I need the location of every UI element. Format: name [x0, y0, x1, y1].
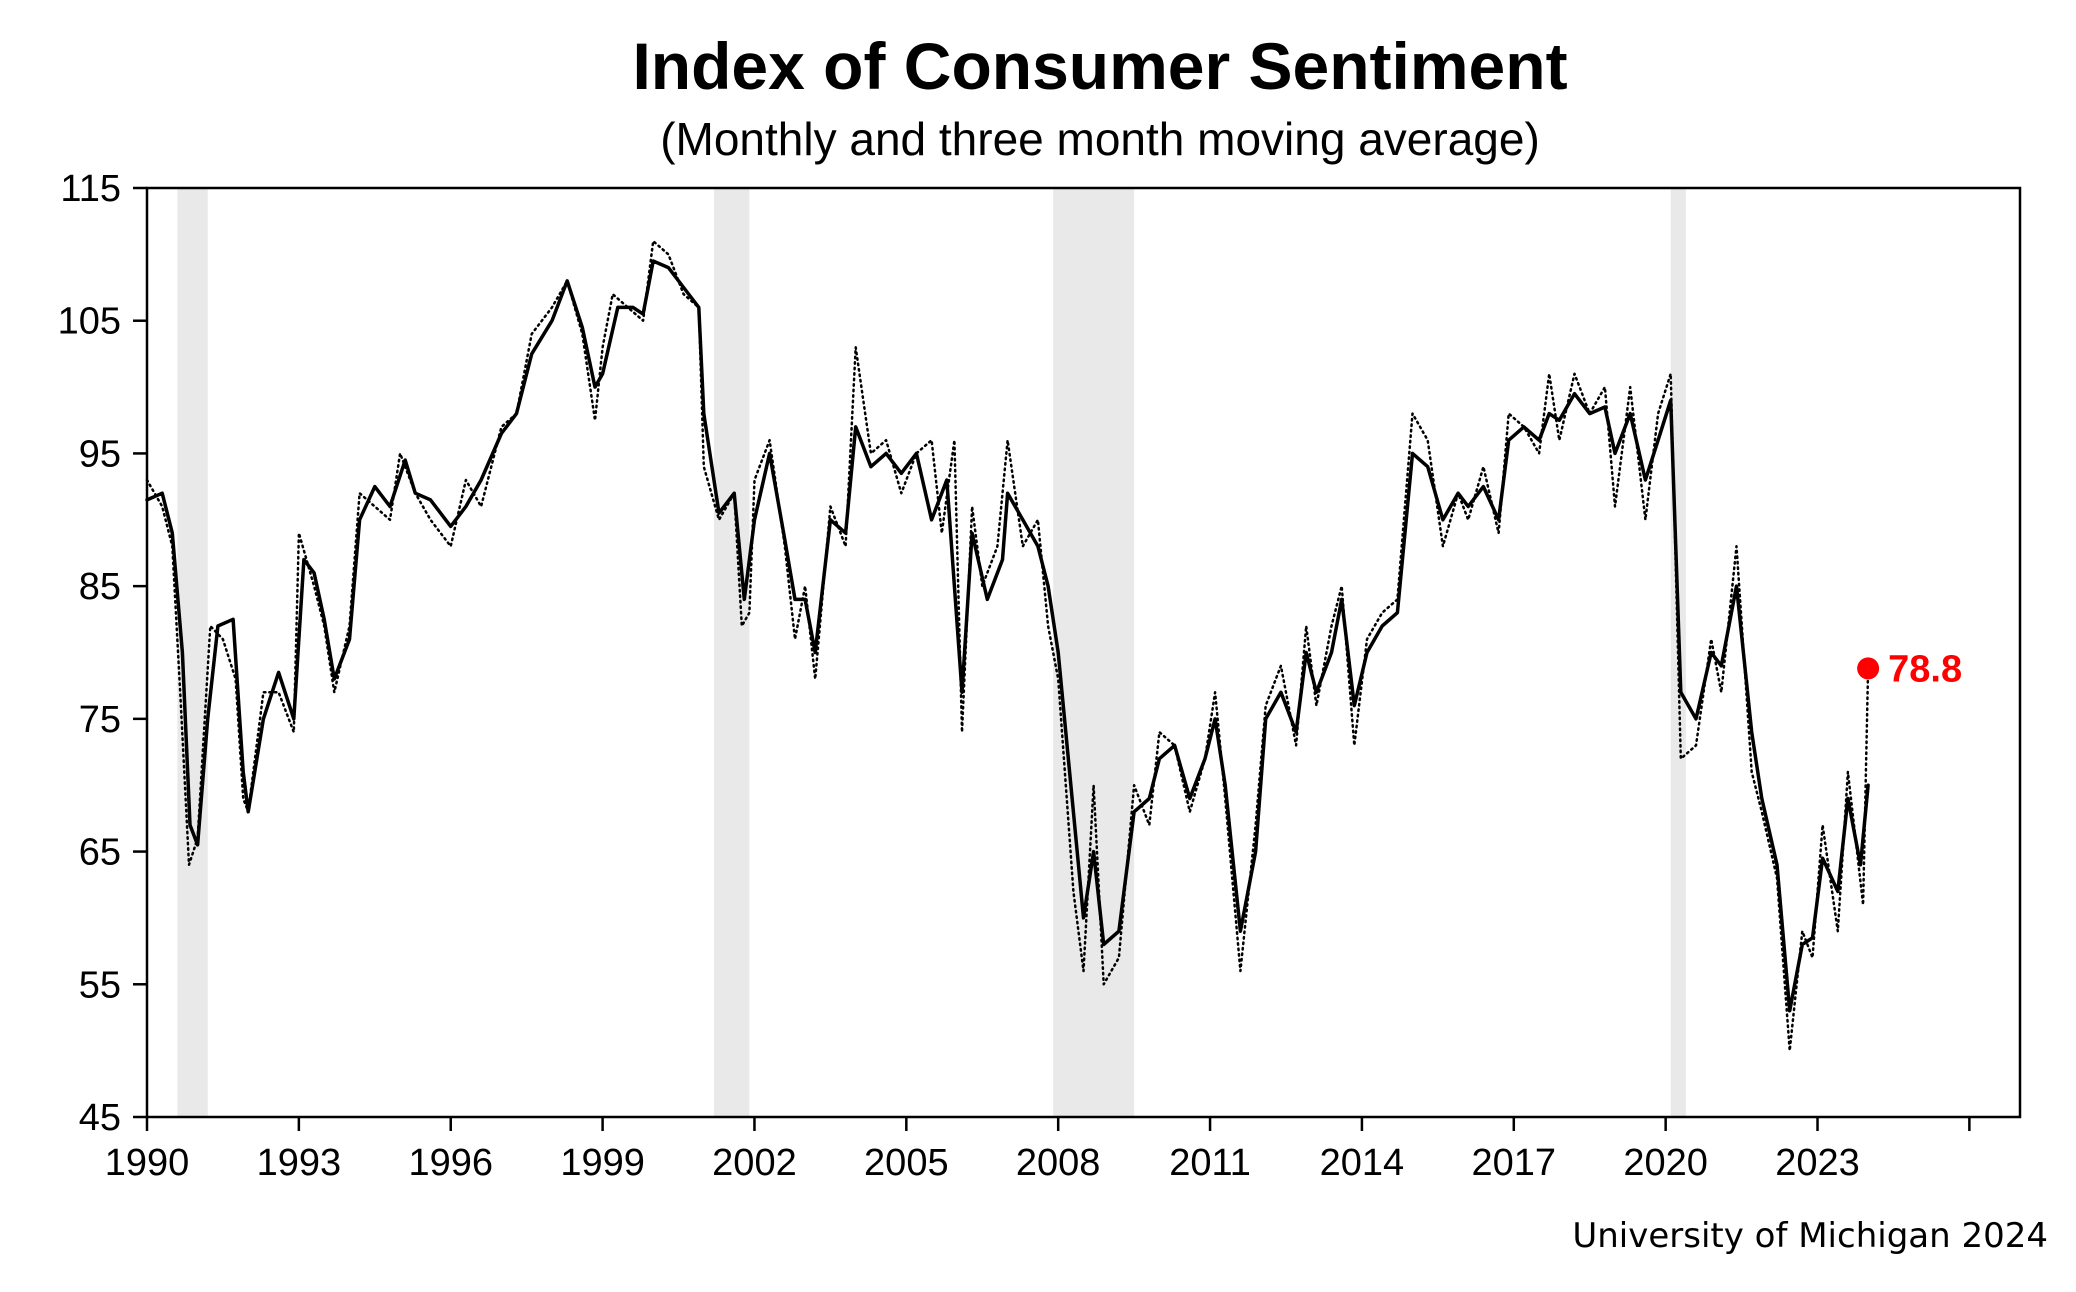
y-tick-label-115: 115	[60, 168, 121, 210]
x-tick-label-2002: 2002	[712, 1142, 797, 1184]
x-tick-label-1990: 1990	[105, 1142, 190, 1184]
monthly-series-line	[145, 239, 1870, 1052]
y-tick-label-95: 95	[79, 433, 121, 475]
x-tick-label-2011: 2011	[1169, 1142, 1251, 1184]
plot-area-frame	[145, 186, 2022, 1119]
x-tick-label-2014: 2014	[1320, 1142, 1405, 1184]
recession-shading	[177, 188, 1686, 1117]
y-tick-label-75: 75	[79, 699, 121, 741]
y-axis: 45 55 65 75 85 95 105 115	[58, 168, 147, 1139]
x-tick-label-2017: 2017	[1472, 1142, 1557, 1184]
x-tick-label-1996: 1996	[408, 1142, 493, 1184]
y-tick-label-55: 55	[79, 964, 121, 1006]
y-tick-label-65: 65	[79, 832, 121, 874]
recession-band-1	[713, 188, 750, 1117]
y-tick-label-105: 105	[58, 301, 121, 343]
x-tick-label-2020: 2020	[1623, 1142, 1708, 1184]
latest-value-label: 78.8	[1888, 648, 1962, 690]
x-tick-label-2005: 2005	[864, 1142, 949, 1184]
y-tick-label-85: 85	[79, 566, 121, 608]
x-tick-label-1999: 1999	[560, 1142, 645, 1184]
annotation-group: 78.8	[1857, 648, 1962, 690]
x-axis: 1990 1993 1996 1999 2002 2005 2008 2011 2014 2017…	[105, 1117, 1971, 1184]
x-tick-label-2023: 2023	[1775, 1142, 1860, 1184]
moving-average-series-line	[145, 259, 1870, 1013]
series-group	[145, 239, 1870, 1052]
x-tick-label-2008: 2008	[1016, 1142, 1101, 1184]
x-tick-label-1993: 1993	[257, 1142, 342, 1184]
latest-value-marker	[1857, 657, 1880, 680]
chart-subtitle: (Monthly and three month moving average)	[660, 113, 1540, 165]
recession-band-2	[1053, 188, 1135, 1117]
y-tick-label-45: 45	[79, 1097, 121, 1139]
chart-title: Index of Consumer Sentiment	[632, 29, 1568, 103]
source-note: University of Michigan 2024	[1572, 1216, 2048, 1256]
